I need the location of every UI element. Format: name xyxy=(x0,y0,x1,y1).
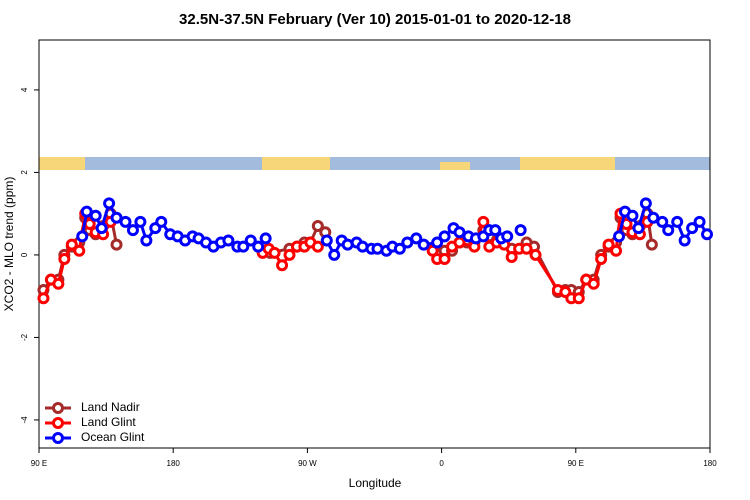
data-point xyxy=(110,238,123,251)
data-point xyxy=(37,292,50,305)
data-point xyxy=(693,215,706,228)
data-point xyxy=(671,215,684,228)
land-band xyxy=(440,162,470,170)
data-point xyxy=(632,222,645,235)
y-tick-label: -2 xyxy=(20,333,29,341)
data-point xyxy=(119,215,132,228)
data-point xyxy=(393,242,406,255)
data-point xyxy=(140,234,153,247)
data-point xyxy=(134,215,147,228)
data-point xyxy=(76,230,89,243)
data-point xyxy=(80,205,93,218)
legend-label: Ocean Glint xyxy=(81,430,145,444)
data-point xyxy=(505,250,518,263)
y-tick-label: -4 xyxy=(20,416,29,424)
data-point xyxy=(602,238,615,251)
data-point xyxy=(311,240,324,253)
y-tick-label: 0 xyxy=(20,252,29,257)
data-point xyxy=(645,238,658,251)
data-point xyxy=(311,220,324,233)
data-point xyxy=(514,224,527,237)
x-tick-label: 0 xyxy=(439,459,444,468)
x-tick-label: 180 xyxy=(167,459,181,468)
data-point xyxy=(410,232,423,245)
data-point xyxy=(417,238,430,251)
data-point xyxy=(647,211,660,224)
legend-swatch-marker xyxy=(52,432,64,444)
data-point xyxy=(520,242,533,255)
data-point xyxy=(477,215,490,228)
data-point xyxy=(155,215,168,228)
data-point xyxy=(453,236,466,249)
chart-title: 32.5N-37.5N February (Ver 10) 2015-01-01… xyxy=(179,11,571,28)
legend-swatch-marker xyxy=(52,417,64,429)
data-point xyxy=(252,240,265,253)
data-point xyxy=(431,236,444,249)
data-point xyxy=(572,292,585,305)
data-point xyxy=(222,234,235,247)
data-point xyxy=(89,209,102,222)
y-tick-label: 4 xyxy=(20,87,29,92)
legend-label: Land Nadir xyxy=(81,400,140,414)
data-point xyxy=(58,253,71,266)
data-point xyxy=(613,230,626,243)
data-point xyxy=(328,248,341,261)
x-axis-label: Longitude xyxy=(349,476,402,490)
data-point xyxy=(489,224,502,237)
data-point xyxy=(237,240,250,253)
land-band xyxy=(39,157,85,170)
legend-label: Land Glint xyxy=(81,415,136,429)
data-point xyxy=(268,246,281,259)
data-point xyxy=(259,232,272,245)
x-tick-label: 90 E xyxy=(31,459,47,468)
data-point xyxy=(656,215,669,228)
data-point xyxy=(662,224,675,237)
x-tick-label: 180 xyxy=(703,459,717,468)
data-point xyxy=(95,222,108,235)
data-point xyxy=(453,226,466,239)
y-tick-label: 2 xyxy=(20,170,29,175)
data-point xyxy=(73,244,86,257)
plot-frame xyxy=(38,39,711,449)
land-band xyxy=(262,157,330,170)
data-point xyxy=(52,277,65,290)
data-point xyxy=(529,248,542,261)
land-band xyxy=(520,157,615,170)
data-point xyxy=(126,224,139,237)
y-axis-label: XCO2 - MLO trend (ppm) xyxy=(2,177,16,312)
data-point xyxy=(438,253,451,266)
data-point xyxy=(626,209,639,222)
data-point xyxy=(244,234,257,247)
x-tick-label: 90 E xyxy=(568,459,584,468)
data-point xyxy=(587,277,600,290)
data-point xyxy=(639,197,652,210)
data-point xyxy=(610,244,623,257)
data-point xyxy=(320,234,333,247)
data-point xyxy=(701,228,714,241)
data-point xyxy=(283,248,296,261)
data-point xyxy=(686,222,699,235)
data-point xyxy=(595,253,608,266)
data-point xyxy=(110,211,123,224)
data-point xyxy=(65,238,78,251)
data-point xyxy=(678,234,691,247)
legend-swatch-marker xyxy=(52,402,64,414)
data-point xyxy=(103,197,116,210)
x-tick-label: 90 W xyxy=(298,459,317,468)
data-point xyxy=(401,236,414,249)
data-point xyxy=(501,230,514,243)
data-point xyxy=(438,230,451,243)
data-point xyxy=(276,259,289,272)
map-strip xyxy=(39,157,710,170)
